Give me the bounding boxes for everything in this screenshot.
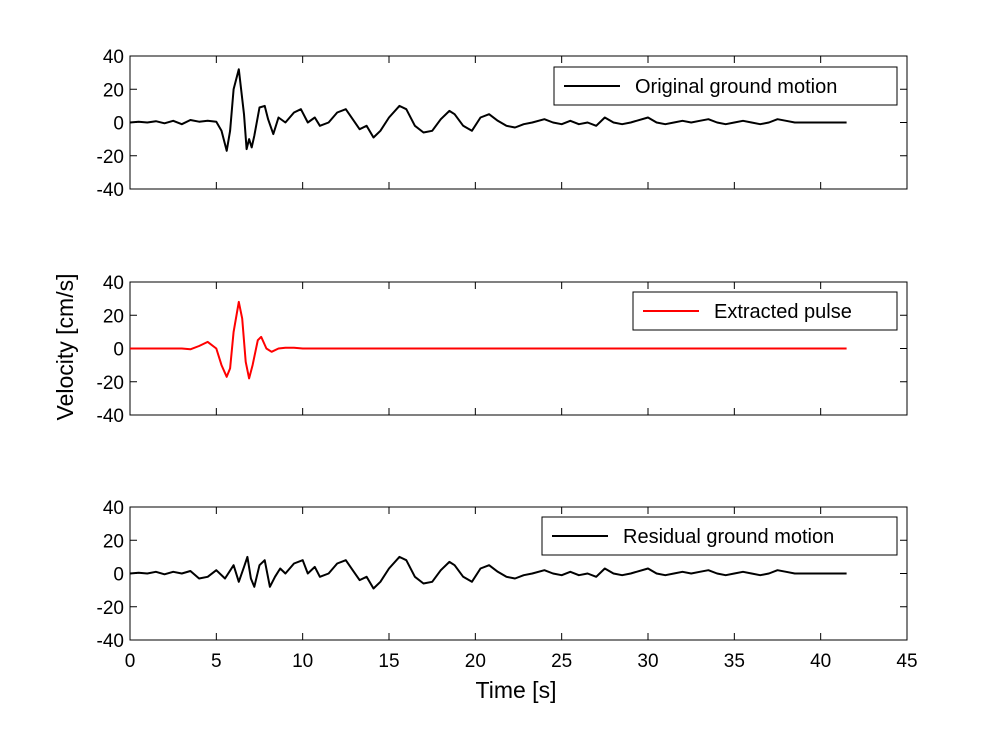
y-tick-label: 40 bbox=[103, 273, 124, 294]
x-tick-label: 10 bbox=[292, 651, 313, 672]
legend: Extracted pulse bbox=[632, 291, 898, 331]
legend-label: Original ground motion bbox=[635, 76, 837, 98]
y-tick-label: -40 bbox=[97, 406, 124, 427]
x-tick-label: 40 bbox=[810, 651, 831, 672]
y-tick-label: -40 bbox=[97, 631, 124, 652]
panel-1: 40 20 0 -20 -40 Original ground motion bbox=[97, 47, 908, 201]
legend: Original ground motion bbox=[553, 66, 898, 106]
x-tick-label: 0 bbox=[125, 651, 136, 672]
series-line bbox=[129, 555, 847, 590]
y-tick-label: 0 bbox=[113, 114, 124, 135]
x-tick-label: 25 bbox=[551, 651, 572, 672]
y-tick-label: -20 bbox=[97, 147, 124, 168]
x-tick-label: 15 bbox=[378, 651, 399, 672]
y-tick-label: 20 bbox=[103, 531, 124, 552]
y-tick-label: -20 bbox=[97, 373, 124, 394]
y-tick-label: 0 bbox=[113, 565, 124, 586]
x-tick-label: 30 bbox=[637, 651, 658, 672]
series-line bbox=[129, 68, 847, 152]
y-tick-label: -40 bbox=[97, 180, 124, 201]
x-tick-label: 35 bbox=[724, 651, 745, 672]
legend: Residual ground motion bbox=[541, 516, 898, 556]
y-tick-label: 20 bbox=[103, 306, 124, 327]
panel-2: 40 20 0 -20 -40 Extracted pulse bbox=[97, 273, 908, 427]
x-tick-label: 20 bbox=[465, 651, 486, 672]
y-tick-label: 20 bbox=[103, 80, 124, 101]
panels: 40 20 0 -20 -40 Original ground motion 40 20 0 -2… bbox=[97, 47, 918, 672]
y-tick-label: 40 bbox=[103, 47, 124, 68]
x-tick-label: 5 bbox=[211, 651, 222, 672]
y-tick-label: 0 bbox=[113, 340, 124, 361]
y-tick-label: -20 bbox=[97, 598, 124, 619]
x-tick-label: 45 bbox=[896, 651, 917, 672]
y-tick-label: 40 bbox=[103, 498, 124, 519]
x-axis-label: Time [s] bbox=[476, 677, 557, 703]
legend-label: Residual ground motion bbox=[623, 526, 834, 548]
series-line bbox=[130, 300, 847, 380]
y-axis-label: Velocity [cm/s] bbox=[52, 274, 78, 421]
legend-label: Extracted pulse bbox=[714, 301, 852, 323]
